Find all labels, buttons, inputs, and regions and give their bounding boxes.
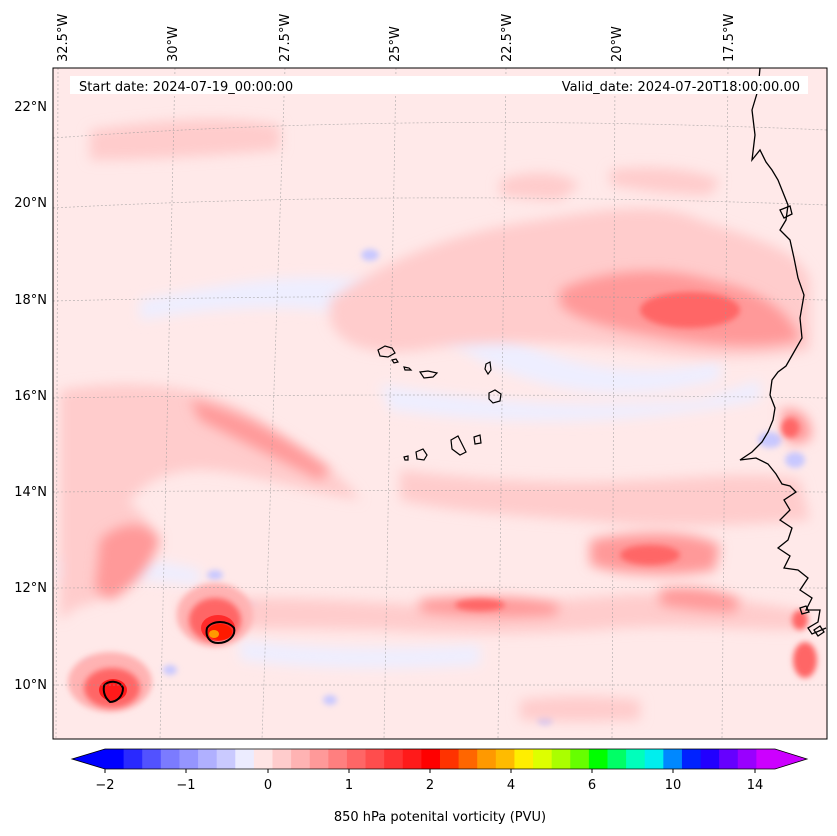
colorbar-segment — [551, 749, 571, 769]
colorbar-segment — [607, 749, 627, 769]
lon-label-27-5w: 27.5°W — [278, 14, 293, 62]
lon-label-17-5w: 17.5°W — [722, 14, 737, 62]
colorbar-segment — [570, 749, 590, 769]
colorbar-segment — [179, 749, 199, 769]
colorbar-segment — [495, 749, 515, 769]
lat-label-18n: 18°N — [14, 293, 47, 308]
colorbar-segment — [291, 749, 311, 769]
colorbar-segments — [105, 749, 776, 769]
colorbar-segment — [253, 749, 273, 769]
cb-tick-3: 1 — [345, 778, 353, 793]
lat-label-20n: 20°N — [14, 196, 47, 211]
lon-label-25w: 25°W — [388, 26, 403, 62]
longitude-labels: 32.5°W 30°W 27.5°W 25°W 22.5°W 20°W 17.5… — [56, 14, 737, 62]
cb-tick-2: 0 — [264, 778, 272, 793]
colorbar-tick-labels: −2 −1 0 1 2 4 6 10 14 — [95, 778, 763, 793]
vortex-feature-2 — [68, 652, 152, 712]
lat-label-12n: 12°N — [14, 581, 47, 596]
colorbar-segment — [421, 749, 441, 769]
colorbar-segment — [402, 749, 422, 769]
colorbar-segment — [477, 749, 497, 769]
vortex-feature-1 — [177, 583, 253, 647]
colorbar-segment — [384, 749, 404, 769]
colorbar-segment — [681, 749, 702, 769]
colorbar-segment — [365, 749, 385, 769]
colorbar-extend-min — [72, 749, 105, 769]
colorbar-segment — [198, 749, 218, 769]
cb-tick-0: −2 — [95, 778, 114, 793]
lat-label-22n: 22°N — [14, 100, 47, 115]
colorbar-segment — [588, 749, 608, 769]
colorbar-segment — [626, 749, 646, 769]
colorbar-segment — [235, 749, 255, 769]
colorbar-segment — [105, 749, 125, 769]
cape-verde-islands — [377, 345, 502, 461]
colorbar-extend-max — [775, 749, 807, 769]
colorbar-segment — [756, 749, 776, 769]
lon-label-20w: 20°W — [610, 26, 625, 62]
start-date-label: Start date: 2024-07-19_00:00:00 — [79, 80, 293, 95]
map-frame — [52, 67, 828, 740]
colorbar-segment — [216, 749, 236, 769]
cb-tick-5: 4 — [507, 778, 515, 793]
cb-tick-8: 14 — [747, 778, 764, 793]
colorbar-segment — [719, 749, 739, 769]
date-header-box — [70, 76, 808, 94]
colorbar-segment — [663, 749, 683, 769]
colorbar-segment — [514, 749, 534, 769]
colorbar-segment — [328, 749, 348, 769]
lon-label-32-5w: 32.5°W — [56, 14, 71, 62]
colorbar-segment — [700, 749, 720, 769]
colorbar-segment — [737, 749, 757, 769]
colorbar-segment — [272, 749, 292, 769]
cb-tick-4: 2 — [426, 778, 434, 793]
latitude-labels: 22°N 20°N 18°N 16°N 14°N 12°N 10°N — [14, 100, 47, 693]
colorbar-segment — [533, 749, 553, 769]
lat-label-16n: 16°N — [14, 389, 47, 404]
colorbar-segment — [309, 749, 329, 769]
valid-date-label: Valid_date: 2024-07-20T18:00:00.00 — [562, 80, 800, 95]
positive-pv-strong — [455, 292, 817, 678]
lon-label-22-5w: 22.5°W — [500, 14, 515, 62]
colorbar-segment — [440, 749, 460, 769]
colorbar-segment — [644, 749, 664, 769]
lat-label-10n: 10°N — [14, 678, 47, 693]
cb-tick-6: 6 — [588, 778, 596, 793]
graticule — [53, 68, 827, 739]
colorbar-segment — [160, 749, 180, 769]
lat-label-14n: 14°N — [14, 485, 47, 500]
map-panel — [53, 68, 827, 739]
colorbar-segment — [142, 749, 162, 769]
african-coastline — [739, 68, 827, 637]
cb-tick-1: −1 — [176, 778, 195, 793]
colorbar-segment — [123, 749, 143, 769]
colorbar: −2 −1 0 1 2 4 6 10 14 850 hPa potenital … — [70, 748, 809, 825]
colorbar-segment — [346, 749, 367, 769]
colorbar-segment — [458, 749, 478, 769]
cb-tick-7: 10 — [665, 778, 682, 793]
lon-label-30w: 30°W — [166, 26, 181, 62]
colorbar-ticks — [104, 769, 756, 773]
colorbar-title: 850 hPa potenital vorticity (PVU) — [334, 810, 546, 825]
